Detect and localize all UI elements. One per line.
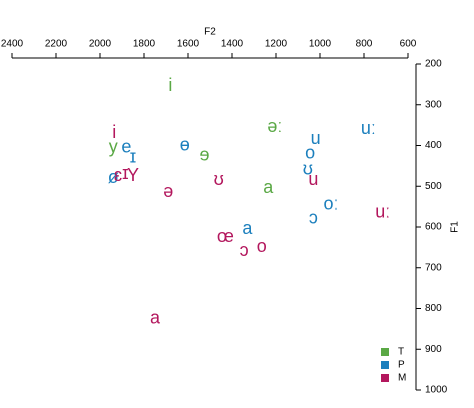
vowel-point: a — [242, 218, 253, 238]
vowel-point: ɔ — [240, 240, 249, 260]
x-tick-label: 2400 — [1, 39, 24, 50]
vowel-point: ʊ — [214, 169, 224, 189]
vowel-point: e — [121, 136, 131, 156]
vowel-point: Y — [127, 165, 139, 185]
y-axis-title: F1 — [450, 221, 461, 233]
vowel-point: ɛ — [114, 165, 122, 185]
y-tick-label: 800 — [425, 303, 442, 314]
y-tick-label: 600 — [425, 222, 442, 233]
vowel-point: ɪ — [130, 146, 136, 166]
vowel-point: ə — [163, 181, 173, 201]
vowel-point: ɔ — [309, 208, 318, 228]
legend-label: T — [398, 347, 404, 358]
x-tick-label: 1200 — [265, 39, 288, 50]
x-tick-label: 1800 — [133, 39, 156, 50]
x-tick-label: 800 — [356, 39, 373, 50]
y-tick-label: 200 — [425, 59, 442, 70]
x-tick-label: 2200 — [45, 39, 68, 50]
y-tick-label: 900 — [425, 344, 442, 355]
vowel-point: uː — [375, 201, 390, 221]
vowel-point: u — [311, 128, 321, 148]
y-tick-label: 1000 — [425, 385, 448, 396]
x-tick-label: 1400 — [221, 39, 244, 50]
vowel-point: ɘ — [199, 144, 209, 164]
vowel-point: ø — [108, 167, 119, 187]
vowel-point: ɪ — [122, 163, 128, 183]
legend-swatch — [381, 361, 389, 369]
vowel-point: a — [263, 177, 274, 197]
vowel-point: oː — [323, 193, 338, 213]
vowel-point: uː — [361, 118, 376, 138]
y-tick-label: 500 — [425, 181, 442, 192]
legend-swatch — [381, 348, 389, 356]
vowel-point: y — [109, 136, 118, 156]
vowel-point: ɵ — [180, 134, 190, 154]
vowel-point: i — [112, 122, 116, 142]
x-tick-label: 600 — [400, 39, 417, 50]
vowel-point: o — [305, 142, 315, 162]
y-tick-label: 700 — [425, 262, 442, 273]
y-tick-label: 300 — [425, 99, 442, 110]
legend-label: M — [398, 373, 406, 384]
x-tick-label: 2000 — [89, 39, 112, 50]
vowel-point: œ — [217, 226, 234, 246]
vowel-point: i — [168, 75, 172, 95]
vowel-point: ʊ — [303, 159, 313, 179]
legend-label: P — [398, 360, 405, 371]
vowel-point: o — [257, 236, 267, 256]
x-tick-label: 1600 — [177, 39, 200, 50]
x-tick-label: 1000 — [309, 39, 332, 50]
y-tick-label: 400 — [425, 140, 442, 151]
vowel-point: a — [150, 307, 161, 327]
legend-swatch — [381, 374, 389, 382]
x-axis-title: F2 — [204, 27, 216, 38]
vowel-point: u — [308, 169, 318, 189]
vowel-point: əː — [267, 116, 282, 136]
